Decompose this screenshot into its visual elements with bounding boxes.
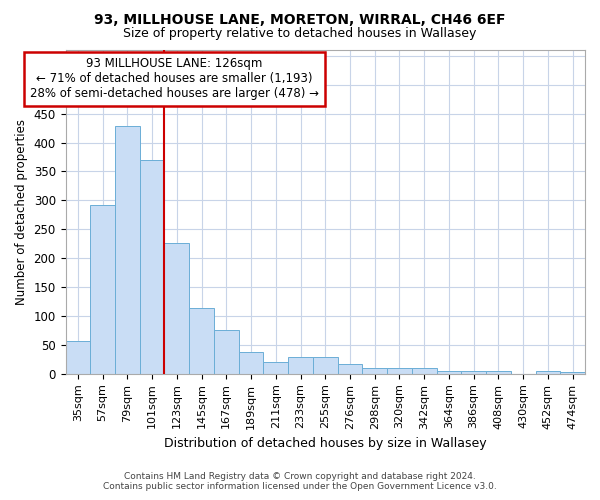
Text: Size of property relative to detached houses in Wallasey: Size of property relative to detached ho…: [124, 28, 476, 40]
Text: 93, MILLHOUSE LANE, MORETON, WIRRAL, CH46 6EF: 93, MILLHOUSE LANE, MORETON, WIRRAL, CH4…: [94, 12, 506, 26]
Bar: [560, 372, 585, 374]
Bar: [338, 364, 362, 374]
Bar: [412, 368, 437, 374]
Bar: [263, 362, 288, 374]
Bar: [313, 357, 338, 374]
Bar: [189, 308, 214, 374]
Text: 93 MILLHOUSE LANE: 126sqm
← 71% of detached houses are smaller (1,193)
28% of se: 93 MILLHOUSE LANE: 126sqm ← 71% of detac…: [30, 58, 319, 100]
Bar: [288, 357, 313, 374]
Y-axis label: Number of detached properties: Number of detached properties: [15, 119, 28, 305]
Bar: [65, 341, 90, 374]
Bar: [164, 243, 189, 374]
Bar: [140, 160, 164, 374]
Bar: [461, 371, 486, 374]
Bar: [115, 126, 140, 374]
Bar: [362, 368, 387, 374]
Bar: [486, 371, 511, 374]
Bar: [90, 205, 115, 374]
Text: Contains HM Land Registry data © Crown copyright and database right 2024.
Contai: Contains HM Land Registry data © Crown c…: [103, 472, 497, 491]
X-axis label: Distribution of detached houses by size in Wallasey: Distribution of detached houses by size …: [164, 437, 487, 450]
Bar: [239, 352, 263, 374]
Bar: [437, 371, 461, 374]
Bar: [214, 330, 239, 374]
Bar: [387, 368, 412, 374]
Bar: [536, 371, 560, 374]
